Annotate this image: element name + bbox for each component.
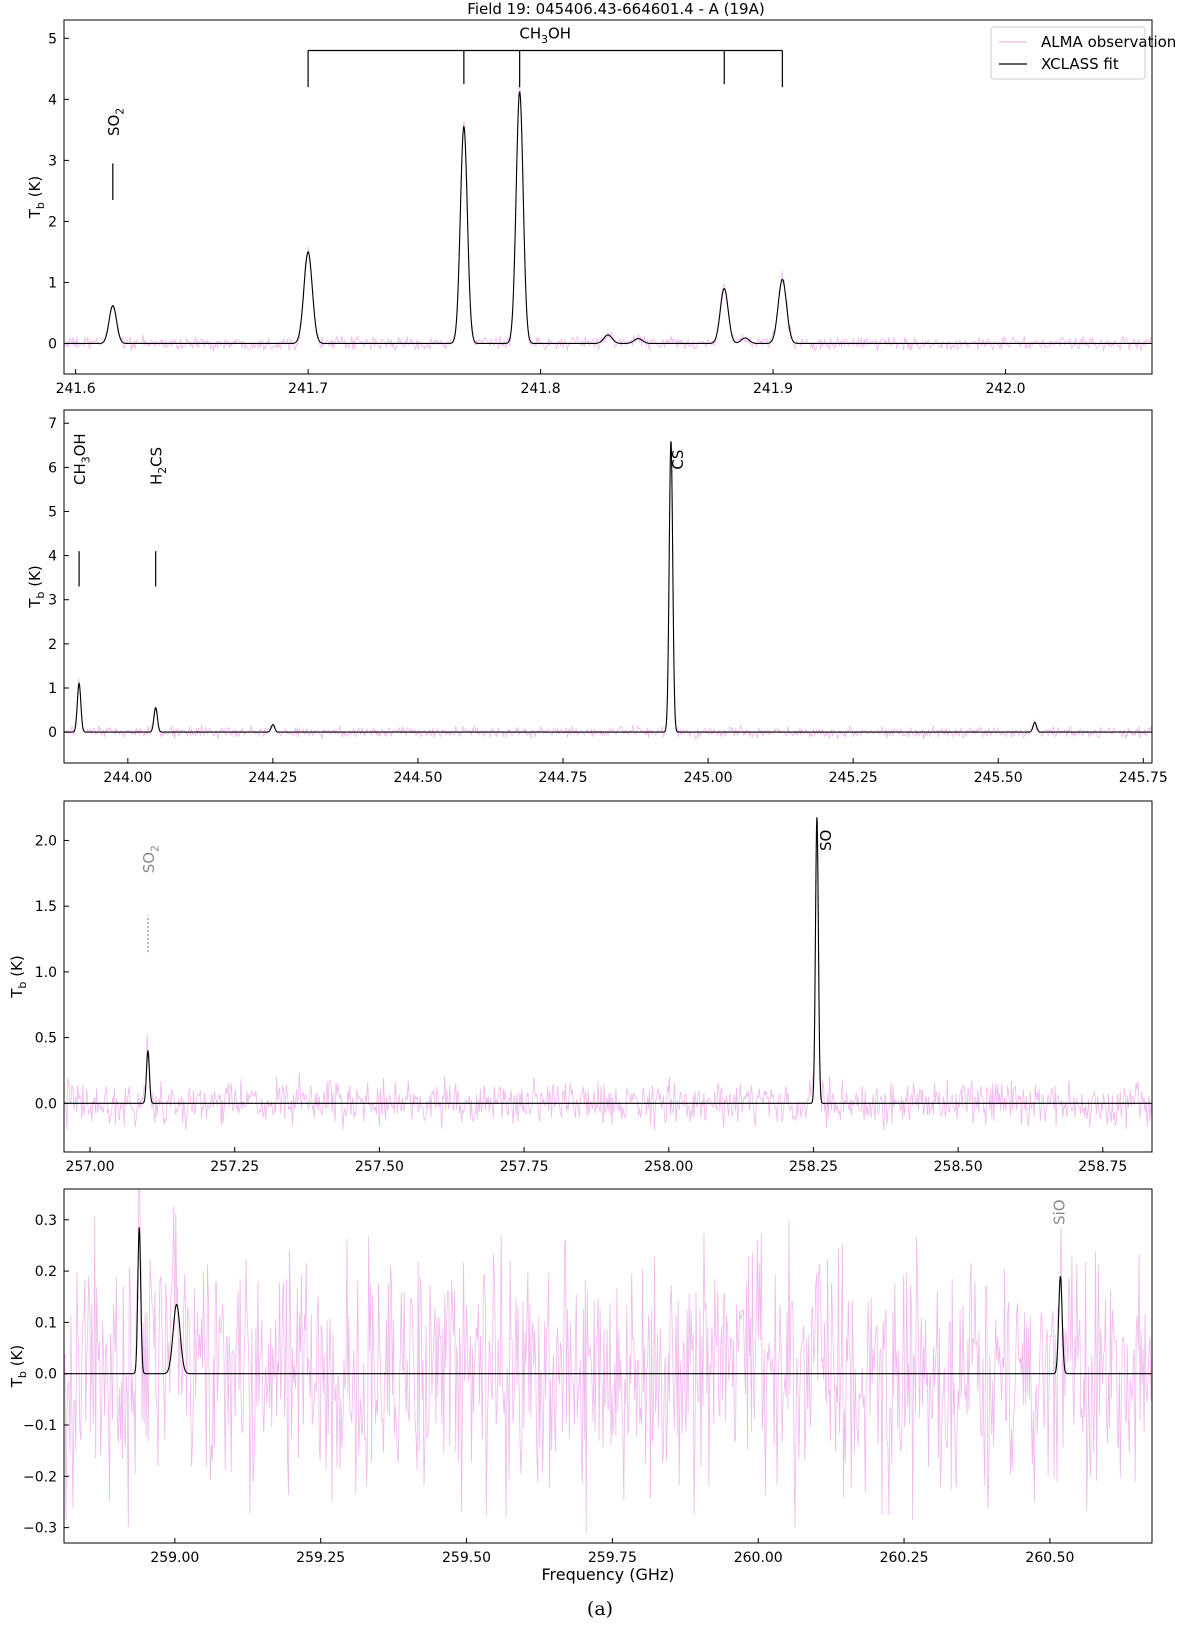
y-tick-label: 3 — [48, 593, 57, 609]
x-tick-label: 258.25 — [789, 1159, 838, 1175]
x-tick-label: 245.00 — [684, 770, 733, 786]
line-id-label: SO — [817, 830, 835, 851]
spectrum-panel-2: 244.00 244.25 244.50 244.75 245.00 245.25 245.… — [26, 409, 1168, 786]
xclass-fit-line — [64, 817, 1152, 1104]
xclass-fit-line — [64, 441, 1152, 733]
x-tick-label: 244.00 — [103, 770, 152, 786]
spectrum-panel-3: 257.00 257.25 257.50 257.75 258.00 258.25 258.… — [8, 800, 1153, 1175]
x-tick-label: 258.50 — [934, 1159, 983, 1175]
axes-frame — [63, 800, 1153, 1153]
x-tick-label: 241.6 — [56, 381, 96, 397]
axes-frame — [63, 19, 1153, 375]
y-tick-label: 7 — [48, 416, 57, 432]
y-tick-label: −0.1 — [23, 1418, 57, 1434]
y-axis-label: Tb (K) — [26, 176, 47, 219]
observation-trace — [64, 1189, 1152, 1534]
bracket-label: CH3OH — [519, 24, 571, 46]
x-tick-label: 260.00 — [734, 1550, 783, 1566]
x-tick-label: 244.50 — [393, 770, 442, 786]
line-id-label: SO2 — [105, 108, 127, 136]
x-tick-label: 242.0 — [985, 381, 1025, 397]
x-tick-label: 259.50 — [442, 1550, 491, 1566]
y-tick-label: 0.2 — [35, 1264, 57, 1280]
y-tick-label: 1.0 — [35, 965, 57, 981]
x-tick-label: 260.25 — [880, 1550, 929, 1566]
x-tick-label: 259.25 — [296, 1550, 345, 1566]
spectrum-panel-1: 241.6 241.7 241.8 241.9 242.0 0 1 2 3 4 5 Tb (K) SO2… — [26, 19, 1176, 397]
y-tick-label: 2.0 — [35, 833, 57, 849]
x-tick-label: 257.50 — [355, 1159, 404, 1175]
figure-caption: (a) — [586, 1598, 614, 1620]
observation-trace — [64, 84, 1152, 352]
y-axis-label: Tb (K) — [26, 565, 47, 608]
spectrum-panel-4: 259.00 259.25 259.50 259.75 260.00 260.25 260.… — [8, 1188, 1153, 1584]
y-tick-label: 4 — [48, 92, 57, 108]
line-id-label: SO2 — [140, 845, 162, 873]
y-tick-label: 1 — [48, 681, 57, 697]
y-tick-label: −0.2 — [23, 1469, 57, 1485]
y-tick-label: 5 — [48, 504, 57, 520]
x-tick-label: 260.50 — [1025, 1550, 1074, 1566]
axes-frame — [63, 1188, 1153, 1544]
y-tick-label: 3 — [48, 153, 57, 169]
y-tick-label: 0 — [48, 725, 57, 741]
axes-frame — [63, 409, 1153, 764]
x-tick-label: 245.50 — [974, 770, 1023, 786]
observation-trace — [64, 440, 1152, 741]
x-tick-label: 244.25 — [248, 770, 297, 786]
x-tick-label: 241.7 — [288, 381, 328, 397]
y-tick-label: 0.3 — [35, 1213, 57, 1229]
y-tick-label: 0.1 — [35, 1315, 57, 1331]
legend-box — [990, 26, 1146, 80]
observation-trace — [64, 827, 1152, 1131]
x-tick-label: 257.00 — [66, 1159, 115, 1175]
x-axis-label: Frequency (GHz) — [541, 1565, 674, 1584]
figure-title: Field 19: 045406.43-664601.4 - A (19A) — [467, 0, 764, 18]
line-id-label: SiO — [1050, 1199, 1068, 1225]
x-tick-label: 258.00 — [644, 1159, 693, 1175]
y-axis-label: Tb (K) — [8, 955, 29, 998]
y-tick-label: 0.5 — [35, 1031, 57, 1047]
line-id-label: H2CS — [148, 447, 170, 485]
y-tick-label: 0 — [48, 336, 57, 352]
y-tick-label: 1 — [48, 275, 57, 291]
xclass-fit-line — [64, 90, 1152, 345]
y-tick-label: 5 — [48, 31, 57, 47]
y-tick-label: 2 — [48, 637, 57, 653]
legend-label: ALMA observation — [1041, 33, 1176, 51]
x-tick-label: 257.25 — [210, 1159, 259, 1175]
y-tick-label: 6 — [48, 460, 57, 476]
line-id-label: CS — [669, 450, 687, 470]
line-id-label: CH3OH — [71, 433, 93, 485]
legend: ALMA observation XCLASS fit — [990, 26, 1176, 80]
x-tick-label: 244.75 — [539, 770, 588, 786]
legend-label: XCLASS fit — [1041, 55, 1119, 73]
x-tick-label: 245.75 — [1119, 770, 1168, 786]
x-tick-label: 259.00 — [150, 1550, 199, 1566]
y-tick-label: 0.0 — [35, 1096, 57, 1112]
x-tick-label: 241.8 — [521, 381, 561, 397]
x-tick-label: 257.75 — [500, 1159, 549, 1175]
y-tick-label: 0.0 — [35, 1367, 57, 1383]
y-tick-label: 2 — [48, 214, 57, 230]
x-tick-label: 241.9 — [753, 381, 793, 397]
y-tick-label: 1.5 — [35, 899, 57, 915]
y-tick-label: 4 — [48, 549, 57, 565]
y-axis-label: Tb (K) — [8, 1345, 29, 1388]
x-tick-label: 258.75 — [1078, 1159, 1127, 1175]
x-tick-label: 259.75 — [588, 1550, 637, 1566]
y-tick-label: −0.3 — [23, 1521, 57, 1537]
xclass-fit-line — [64, 1227, 1152, 1375]
x-tick-label: 245.25 — [829, 770, 878, 786]
